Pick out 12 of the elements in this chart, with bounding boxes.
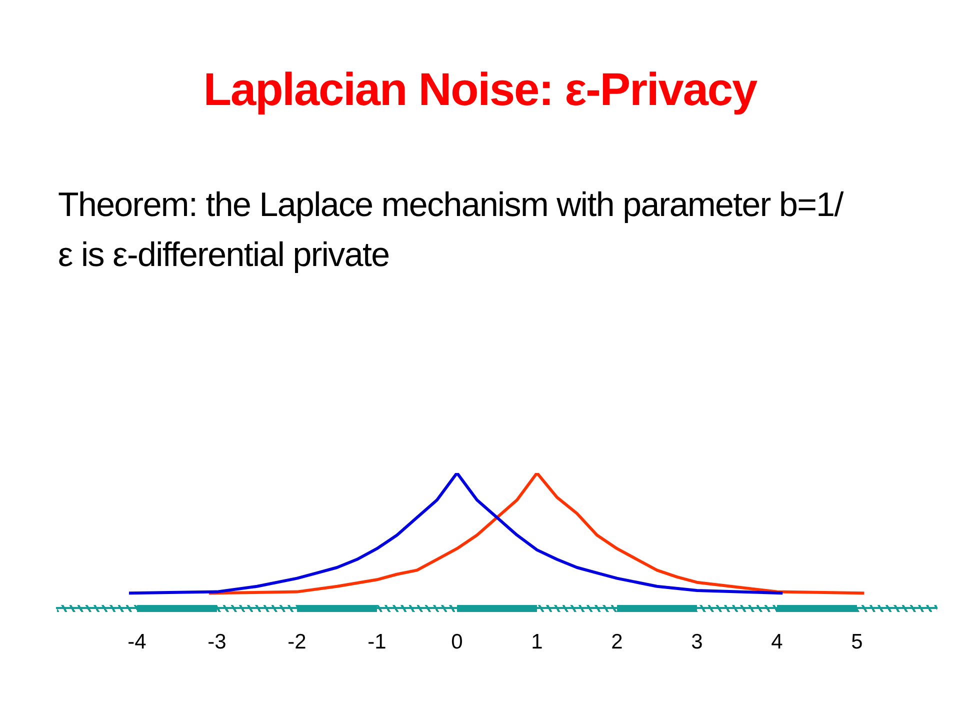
chart-title: Laplacian Noise: ε-Privacy: [202, 62, 758, 116]
chart-subtitle: Theorem: the Laplace mechanism with parameter b=1/ε is ε-differential private: [58, 185, 845, 276]
x-tick-label: -3: [208, 630, 226, 654]
x-tick-label: 0: [451, 630, 463, 654]
x-tick-label: -2: [288, 630, 306, 654]
x-tick-label: -4: [128, 630, 147, 654]
x-tick-label: 3: [691, 630, 703, 654]
x-tick-label: 2: [611, 630, 623, 654]
x-tick-label: 1: [531, 630, 543, 654]
x-tick-label: 5: [851, 630, 863, 654]
x-tick-label: -1: [368, 630, 386, 654]
x-tick-label: 4: [771, 630, 784, 654]
